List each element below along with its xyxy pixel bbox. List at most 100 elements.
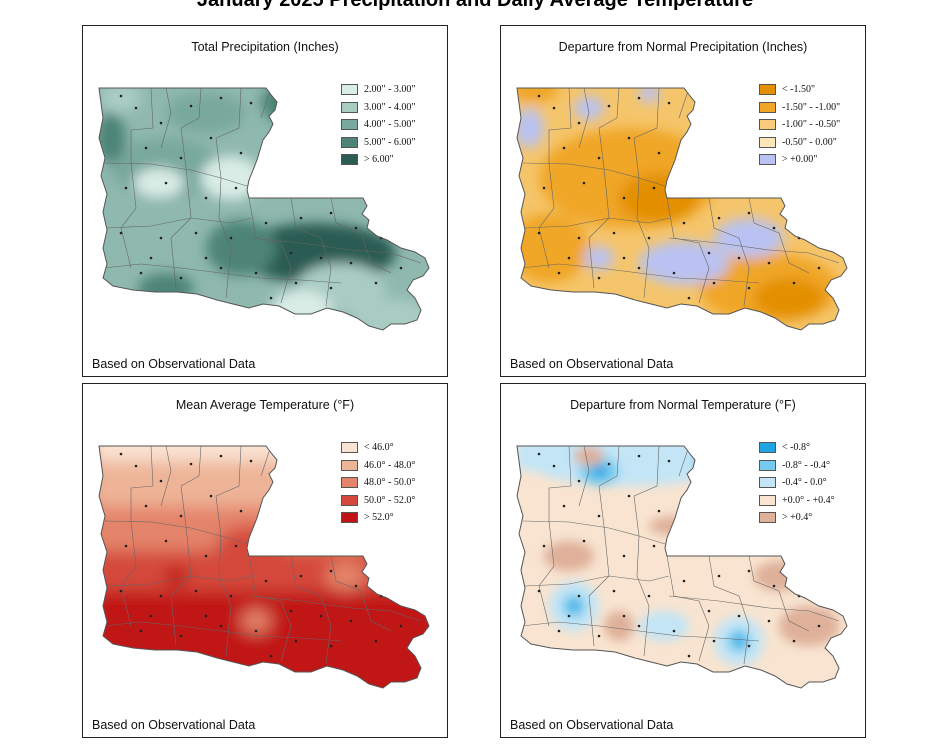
- legend-swatch: [759, 512, 776, 524]
- footer-note: Based on Observational Data: [92, 357, 256, 371]
- station-dot: [817, 266, 821, 270]
- legend-swatch: [341, 477, 358, 489]
- contour-blob: [99, 113, 126, 163]
- weather-stations: [119, 452, 403, 658]
- legend-label: < -0.8°: [782, 442, 810, 454]
- state-border: [516, 87, 848, 331]
- state-border: [98, 87, 430, 331]
- station-dot: [627, 494, 631, 498]
- legend-swatch: [759, 442, 776, 454]
- contour-blob: [574, 446, 604, 466]
- parish-boundaries: [102, 88, 422, 307]
- parish-line: [330, 555, 392, 632]
- weather-stations: [537, 94, 821, 300]
- legend-item: -0.50" - 0.00": [759, 134, 840, 152]
- parish-line: [106, 575, 252, 587]
- parish-line: [636, 177, 650, 299]
- contour-blob: [649, 516, 709, 536]
- legend-label: > 6.00": [364, 154, 394, 166]
- station-dot: [254, 629, 258, 633]
- station-dot: [597, 276, 601, 280]
- legend-label: 48.0° - 50.0°: [364, 477, 416, 489]
- station-dot: [144, 146, 148, 150]
- station-dot: [542, 186, 546, 190]
- legend-label: < 46.0°: [364, 442, 394, 454]
- contour-blob: [519, 446, 739, 486]
- station-dot: [552, 464, 556, 468]
- station-dot: [667, 459, 671, 463]
- station-dot: [717, 574, 721, 578]
- legend-swatch: [341, 442, 358, 454]
- station-dot: [557, 629, 561, 633]
- station-dot: [319, 614, 323, 618]
- legend-item: > 6.00": [341, 151, 416, 169]
- contour-blob: [639, 611, 689, 641]
- legend-label: 4.00" - 5.00": [364, 119, 416, 131]
- station-dot: [164, 539, 168, 543]
- panel-title: Departure from Normal Precipitation (Inc…: [558, 40, 808, 54]
- station-dot: [687, 654, 691, 658]
- station-dot: [657, 151, 661, 155]
- parish-boundaries: [520, 446, 840, 665]
- station-dot: [562, 146, 566, 150]
- contour-blob: [734, 636, 744, 646]
- contour-blob: [517, 88, 559, 103]
- station-dot: [772, 226, 776, 230]
- station-dot: [159, 594, 163, 598]
- station-dot: [189, 104, 193, 108]
- station-dot: [687, 296, 691, 300]
- station-dot: [144, 504, 148, 508]
- station-dot: [354, 226, 358, 230]
- footer-note: Based on Observational Data: [510, 718, 674, 732]
- parish-line: [160, 446, 172, 507]
- parish-line: [538, 162, 555, 269]
- legend-item: -1.00" - -0.50": [759, 116, 840, 134]
- contour-blob: [754, 561, 804, 591]
- station-dot: [577, 236, 581, 240]
- station-dot: [299, 216, 303, 220]
- parish-line: [522, 162, 666, 187]
- station-dot: [607, 462, 611, 466]
- contour-blob: [639, 241, 729, 285]
- legend-item: > +0.4°: [759, 509, 835, 527]
- legend-label: 3.00" - 4.00": [364, 101, 416, 113]
- station-dot: [239, 509, 243, 513]
- legend-item: > +0.00": [759, 151, 840, 169]
- station-dot: [399, 624, 403, 628]
- station-dot: [772, 584, 776, 588]
- station-dot: [229, 594, 233, 598]
- parish-line: [522, 520, 666, 545]
- legend-swatch: [341, 84, 358, 96]
- parish-line: [218, 177, 232, 299]
- parish-line: [290, 555, 332, 665]
- contour-blob: [134, 168, 184, 198]
- station-dot: [577, 594, 581, 598]
- legend-label: -0.50" - 0.00": [782, 136, 837, 148]
- panel-title: Mean Average Temperature (°F): [175, 398, 355, 412]
- station-dot: [329, 644, 333, 648]
- state-border: [98, 445, 430, 689]
- station-dot: [119, 231, 123, 235]
- contour-blob: [591, 465, 607, 477]
- legend-swatch: [759, 136, 776, 148]
- weather-stations: [119, 94, 403, 300]
- contour-blob: [574, 96, 604, 120]
- parish-line: [666, 197, 710, 304]
- parish-line: [130, 88, 154, 163]
- station-dot: [194, 231, 198, 235]
- station-dot: [349, 619, 353, 623]
- contour-blob: [166, 93, 246, 133]
- contour-blob: [694, 446, 724, 476]
- legend-swatch: [759, 119, 776, 131]
- parish-line: [170, 167, 192, 289]
- station-dot: [329, 211, 333, 215]
- station-dot: [637, 266, 641, 270]
- legend: 2.00" - 3.00" 3.00" - 4.00" 4.00" - 5.00" 5…: [341, 81, 416, 169]
- station-dot: [767, 619, 771, 623]
- station-dot: [717, 216, 721, 220]
- parish-line: [160, 88, 172, 149]
- station-dot: [289, 251, 293, 255]
- station-dot: [179, 514, 183, 518]
- legend-label: > +0.4°: [782, 512, 813, 524]
- legend-label: -0.8° - -0.4°: [782, 459, 830, 471]
